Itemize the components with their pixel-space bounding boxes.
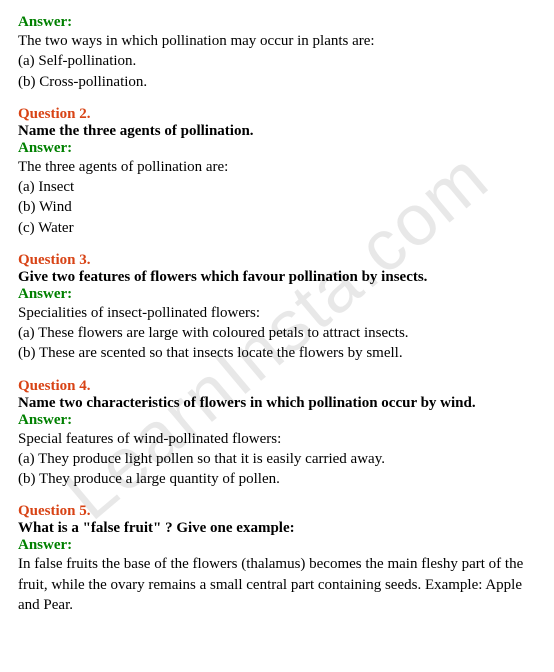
answer-intro: Special features of wind-pollinated flow…: [18, 429, 536, 449]
question-text: Give two features of flowers which favou…: [18, 269, 536, 286]
answer-item: (b) They produce a large quantity of pol…: [18, 469, 536, 489]
question-label: Question 3.: [18, 252, 536, 269]
answer-label: Answer:: [18, 412, 536, 429]
answer-item: (a) These flowers are large with coloure…: [18, 323, 536, 343]
qa-block-1: Answer: The two ways in which pollinatio…: [18, 14, 536, 92]
answer-label: Answer:: [18, 537, 536, 554]
qa-block-2: Question 2. Name the three agents of pol…: [18, 106, 536, 238]
answer-intro: Specialities of insect-pollinated flower…: [18, 303, 536, 323]
answer-intro: In false fruits the base of the flowers …: [18, 554, 536, 615]
answer-item: (b) Cross-pollination.: [18, 72, 536, 92]
qa-block-3: Question 3. Give two features of flowers…: [18, 252, 536, 364]
question-text: Name the three agents of pollination.: [18, 123, 536, 140]
question-label: Question 5.: [18, 503, 536, 520]
answer-item: (a) They produce light pollen so that it…: [18, 449, 536, 469]
answer-item: (b) Wind: [18, 197, 536, 217]
answer-label: Answer:: [18, 286, 536, 303]
answer-item: (c) Water: [18, 218, 536, 238]
question-text: Name two characteristics of flowers in w…: [18, 395, 536, 412]
answer-item: (a) Self-pollination.: [18, 51, 536, 71]
answer-intro: The two ways in which pollination may oc…: [18, 31, 536, 51]
question-label: Question 2.: [18, 106, 536, 123]
question-label: Question 4.: [18, 378, 536, 395]
question-text: What is a "false fruit" ? Give one examp…: [18, 520, 536, 537]
qa-block-5: Question 5. What is a "false fruit" ? Gi…: [18, 503, 536, 615]
answer-intro: The three agents of pollination are:: [18, 157, 536, 177]
answer-item: (a) Insect: [18, 177, 536, 197]
answer-label: Answer:: [18, 140, 536, 157]
answer-item: (b) These are scented so that insects lo…: [18, 343, 536, 363]
qa-block-4: Question 4. Name two characteristics of …: [18, 378, 536, 490]
answer-label: Answer:: [18, 14, 536, 31]
document-content: Answer: The two ways in which pollinatio…: [18, 14, 536, 615]
